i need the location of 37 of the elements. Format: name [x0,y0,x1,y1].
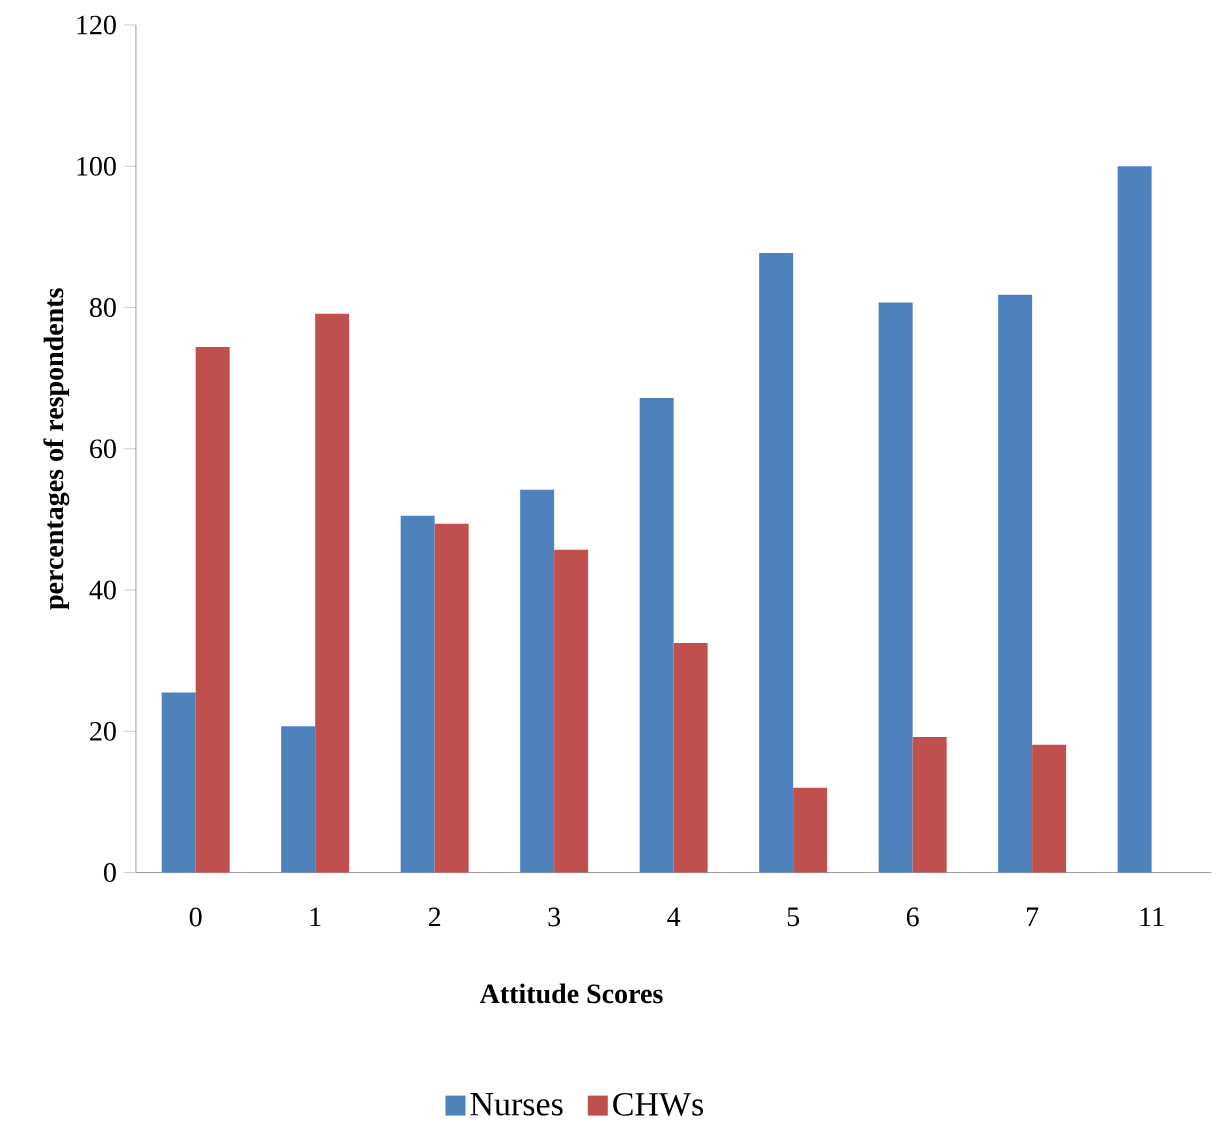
bar [639,397,674,873]
x-tick-label: 4 [667,907,681,926]
y-tick-label: 100 [77,156,116,176]
x-tick-label: 5 [787,907,800,926]
x-tick-label: 0 [189,907,202,927]
bar [554,549,589,873]
x-axis-title: Attitude Scores [479,983,663,1004]
bar [400,515,435,873]
x-tick-label: 7 [1026,907,1039,926]
x-tick-label: 11 [1140,907,1164,926]
x-tick-label: 3 [548,907,561,927]
bar [434,523,469,873]
bar [998,294,1033,873]
bar [161,692,196,873]
y-axis-title: percentages of respondents [43,288,70,610]
bar [1117,166,1152,873]
bar [912,736,947,873]
bar [673,642,708,873]
bar [793,787,828,873]
x-tick-label: 1 [310,907,321,926]
legend-label: Nurses [470,1092,563,1116]
bar [878,302,913,873]
y-tick-label: 60 [90,439,116,459]
x-tick-label: 2 [428,907,441,926]
y-tick-label: 20 [90,721,116,741]
legend-label: CHWs [613,1092,704,1116]
y-tick-label: 80 [89,297,116,317]
bar [759,252,794,873]
bar [520,489,555,873]
y-tick-label: 40 [89,580,116,600]
y-tick-label: 0 [103,862,116,882]
bar [315,313,350,873]
bar [1032,744,1067,873]
bar [281,726,316,873]
bar [195,346,230,873]
y-tick-label: 120 [77,15,116,35]
x-tick-label: 6 [906,907,919,927]
